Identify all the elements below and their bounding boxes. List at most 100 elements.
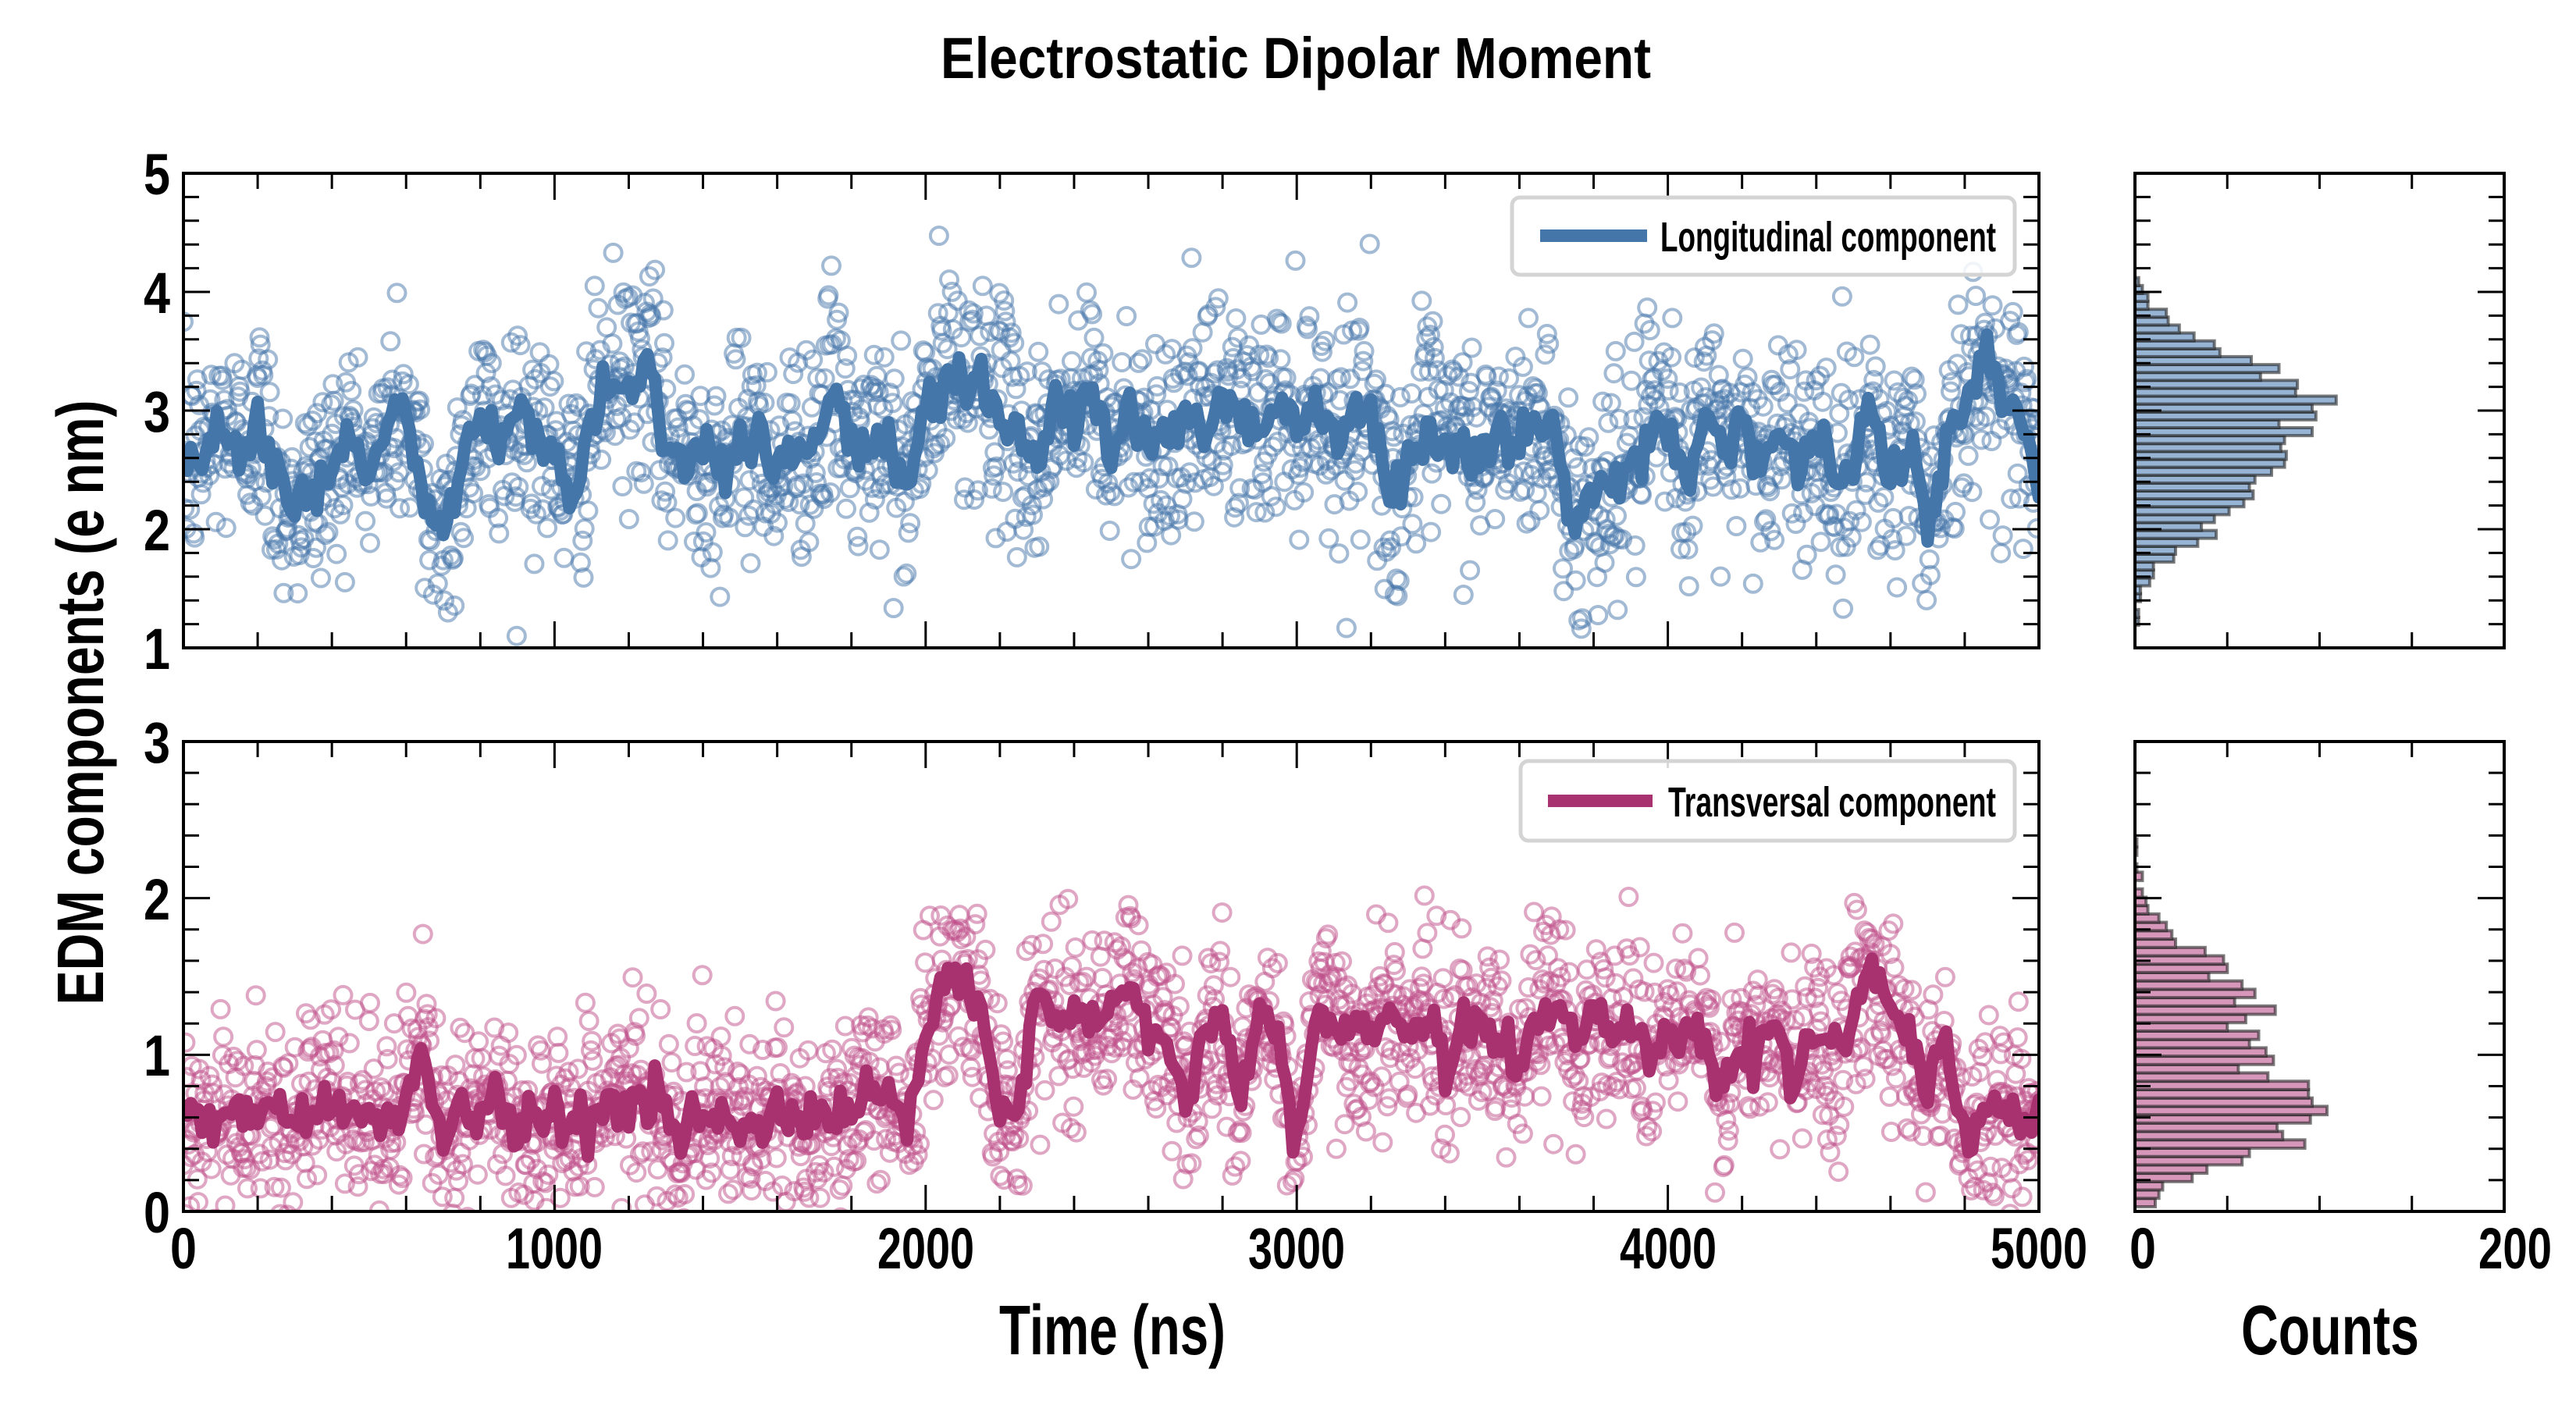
scatter-point [1414,885,1435,906]
scatter-point [1682,515,1703,536]
scatter-point [1574,436,1596,457]
scatter-point [312,392,333,413]
scatter-point [1453,585,1474,605]
scatter-point [1980,509,2000,530]
scatter-point [1571,618,1592,639]
scatter-point [532,1053,552,1074]
scatter-point [1720,382,1740,404]
scatter-point [386,283,407,304]
scatter-point [1971,429,1992,450]
scatter-point [1770,1139,1791,1160]
scatter-point [1603,363,1624,384]
scatter-point [1411,290,1432,311]
scatter-point [1265,496,1286,518]
scatter-point [324,1055,345,1076]
scatter-point [581,1040,601,1061]
scatter-point [1001,322,1022,343]
scatter-point [323,390,344,411]
scatter-point [355,510,376,532]
scatter-point [1381,537,1401,558]
scatter-point [704,395,725,416]
scatter-point [517,452,537,473]
scatter-point [334,571,355,592]
scatter-point [1431,493,1452,514]
scatter-point [1246,502,1267,523]
scatter-point [724,1005,745,1026]
scatter-point [1289,529,1310,550]
scatter-point [233,1055,254,1076]
scatter-point [508,477,529,497]
scatter-point [1212,461,1233,482]
scatter-point [1618,887,1639,907]
scatter-point [767,512,788,533]
scatter-point [1708,365,1729,386]
scatter-point [568,1058,589,1080]
scatter-point [1145,333,1165,354]
scatter-point [1258,347,1279,368]
scatter-point [1128,352,1149,373]
scatter-point [1347,482,1368,503]
scatter-point [686,1013,707,1033]
scatter-point [200,1224,217,1241]
scatter-point [1354,340,1375,361]
scatter-point [1423,336,1444,357]
scatter-point [746,362,767,383]
scatter-point [251,486,272,507]
scatter-point [240,493,261,514]
scatter-point [754,393,775,413]
scatter-point [917,460,938,481]
scatter-point [1466,407,1487,428]
scatter-point [1496,1147,1517,1168]
scatter-point [1838,389,1859,411]
scatter-point [1082,304,1103,325]
scatter-point [495,1165,516,1186]
scatter-point [1688,948,1709,969]
scatter-point [2008,322,2029,343]
scatter-point [1531,1086,1552,1107]
scatter-point [1401,383,1422,404]
scatter-point [740,1168,761,1189]
scatter-point [1161,525,1182,546]
legend-top-label: Longitudinal component [1660,214,1996,261]
scatter-point [1609,408,1630,429]
scatter-point [1631,484,1653,505]
scatter-point [596,317,617,338]
scatter-point [326,543,347,564]
scatter-point [938,302,959,323]
scatter-point [1488,366,1509,387]
scatter-point [1539,333,1560,354]
scatter-point [1721,479,1742,500]
scatter-point [1643,952,1664,973]
scatter-point [1096,485,1116,506]
scatter-point [574,518,595,539]
scatter-point [985,528,1006,549]
scatter-point [573,567,594,588]
scatter-point [578,1011,600,1031]
scatter-point [190,484,212,505]
scatter-point [1585,533,1606,554]
scatter-point [665,1184,686,1205]
scatter-point [1293,482,1315,503]
scatter-point [626,1162,647,1183]
scatter-point [972,276,993,297]
scatter-point [348,1164,369,1185]
scatter-point [1594,552,1615,573]
scatter-point [1329,543,1350,564]
scatter-point [197,1224,215,1241]
scatter-point [1512,356,1533,377]
scatter-point [1810,532,1831,553]
scatter-point [645,259,666,280]
scatter-point [1657,368,1678,389]
scatter-point [1759,481,1781,502]
scatter-point [1678,576,1699,597]
scatter-point [1376,541,1397,562]
scatter-point [1750,532,1771,553]
scatter-point [741,1180,762,1200]
scatter-point [521,493,542,514]
scatter-point [1535,344,1556,365]
scatter-point [550,1187,571,1208]
scatter-point [931,320,952,341]
series-line [183,328,2039,548]
scatter-point [1320,460,1341,481]
scatter-point [1222,347,1244,368]
